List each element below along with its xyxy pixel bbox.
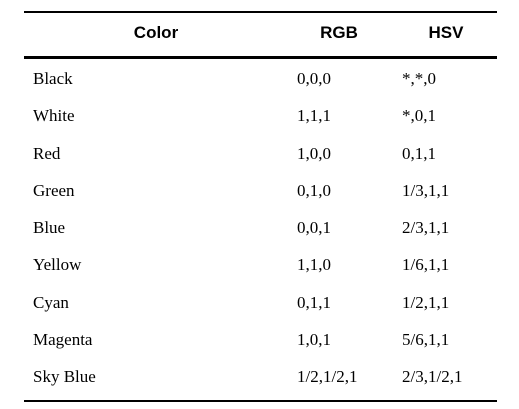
table-row: Blue 0,0,1 2/3,1,1: [24, 211, 497, 248]
table-row: Black 0,0,0 *,*,0: [24, 62, 497, 99]
cell-hsv: 1/6,1,1: [402, 255, 450, 275]
cell-rgb: 0,0,0: [297, 69, 331, 88]
header-color: Color: [133, 23, 179, 42]
table-row: Green 0,1,0 1/3,1,1: [24, 174, 497, 211]
table-top-rule: [24, 11, 497, 13]
color-model-table: Color RGB HSV Black 0,0,0 *,*,0 White 1,…: [24, 11, 497, 402]
cell-rgb: 0,1,0: [297, 180, 331, 200]
table-row: Sky Blue 1/2,1/2,1 2/3,1/2,1: [24, 360, 497, 397]
cell-rgb: 1,1,1: [297, 106, 331, 126]
cell-rgb: 0,1,1: [297, 292, 331, 312]
cell-rgb: 1,0,1: [297, 330, 331, 350]
cell-hsv: 2/3,1/2,1: [402, 367, 463, 387]
table-header-row: Color RGB HSV: [24, 13, 497, 56]
table-header-rule: [24, 56, 497, 59]
cell-color-name: Red: [33, 143, 61, 163]
cell-hsv: 1/2,1,1: [402, 292, 450, 312]
header-hsv: HSV: [428, 23, 464, 42]
cell-color-name: Green: [33, 180, 75, 200]
cell-color-name: Magenta: [33, 330, 93, 350]
cell-hsv: 0,1,1: [402, 143, 436, 163]
cell-rgb: 1/2,1/2,1: [297, 367, 358, 387]
cell-color-name: Cyan: [33, 292, 69, 312]
cell-hsv: 2/3,1,1: [402, 218, 450, 238]
table-row: Magenta 1,0,1 5/6,1,1: [24, 323, 497, 360]
cell-hsv: *,0,1: [402, 106, 436, 126]
cell-rgb: 0,0,1: [297, 218, 331, 238]
table-row: Red 1,0,0 0,1,1: [24, 137, 497, 174]
cell-rgb: 1,0,0: [297, 143, 331, 163]
table-row: Yellow 1,1,0 1/6,1,1: [24, 248, 497, 285]
table-body: Black 0,0,0 *,*,0 White 1,1,1 *,0,1 Red …: [24, 59, 497, 398]
cell-hsv: 1/3,1,1: [402, 180, 450, 200]
cell-rgb: 1,1,0: [297, 255, 331, 275]
cell-color-name: Black: [33, 69, 73, 88]
cell-hsv: *,*,0: [402, 69, 436, 88]
header-rgb: RGB: [320, 23, 358, 42]
cell-color-name: White: [33, 106, 75, 126]
cell-color-name: Yellow: [33, 255, 82, 275]
cell-color-name: Sky Blue: [33, 367, 96, 387]
cell-hsv: 5/6,1,1: [402, 330, 450, 350]
table-bottom-rule: [24, 399, 497, 402]
table-row: Cyan 0,1,1 1/2,1,1: [24, 286, 497, 323]
table-row: White 1,1,1 *,0,1: [24, 99, 497, 136]
cell-color-name: Blue: [33, 218, 66, 238]
